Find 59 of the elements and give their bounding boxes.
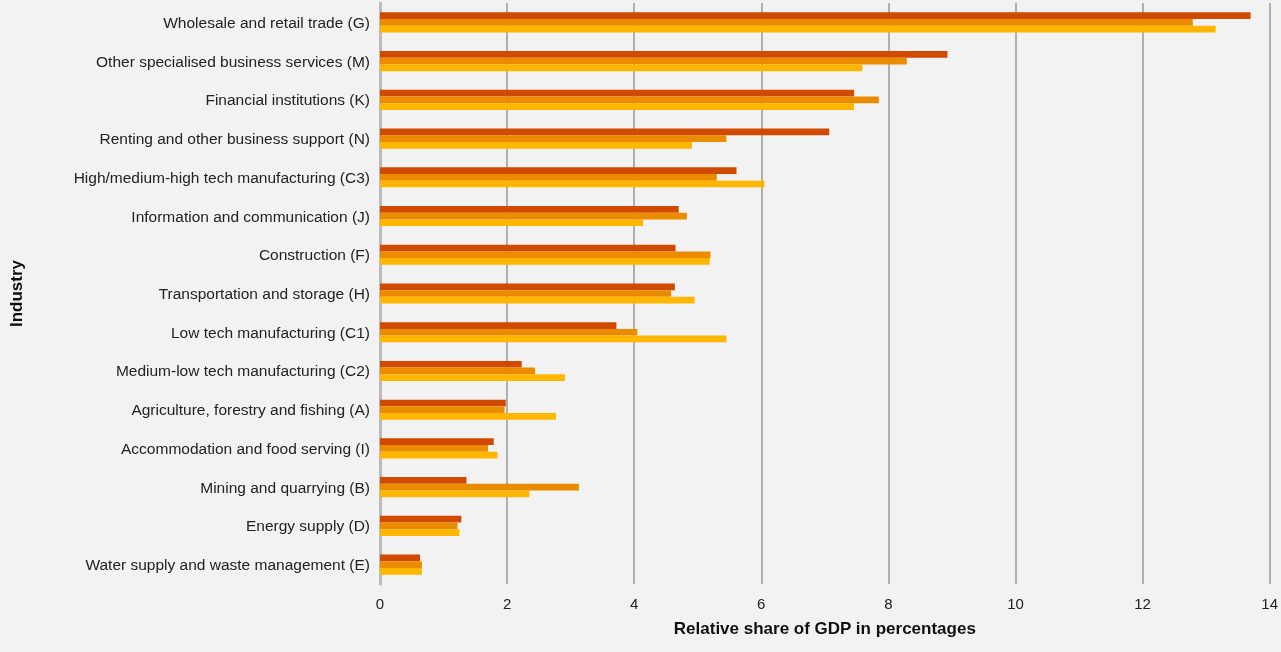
- x-axis-title: Relative share of GDP in percentages: [673, 619, 976, 638]
- bar: [380, 328, 638, 336]
- bar: [380, 205, 679, 213]
- bar: [380, 451, 498, 459]
- y-tick-label: Agriculture, forestry and fishing (A): [131, 401, 370, 419]
- bar: [380, 515, 462, 523]
- bar: [380, 96, 879, 104]
- y-tick-label: Construction (F): [258, 246, 370, 264]
- bar: [380, 128, 830, 136]
- bar: [380, 103, 855, 110]
- bar: [380, 135, 727, 142]
- y-axis-title: Industry: [7, 259, 26, 328]
- y-tick-label: Energy supply (D): [245, 517, 370, 535]
- y-tick-label: Mining and quarrying (B): [200, 478, 370, 496]
- x-tick-label: 8: [884, 595, 893, 612]
- y-tick-label: Accommodation and food serving (I): [121, 439, 370, 457]
- y-tick-label: Financial institutions (K): [205, 91, 370, 109]
- bar: [380, 173, 717, 181]
- bar: [380, 406, 505, 414]
- x-tick-label: 10: [1007, 595, 1024, 612]
- bar: [380, 483, 579, 491]
- bar: [380, 12, 1251, 20]
- bar: [380, 522, 458, 530]
- bar: [380, 251, 711, 259]
- bar: [380, 167, 737, 174]
- x-tick-label: 4: [630, 595, 639, 612]
- bar: [380, 322, 617, 329]
- x-tick-label: 2: [502, 595, 512, 612]
- bar: [380, 296, 695, 304]
- y-tick-label: Renting and other business support (N): [99, 130, 370, 148]
- bar: [380, 290, 672, 297]
- bar: [380, 51, 948, 58]
- y-tick-label: Other specialised business services (M): [96, 52, 370, 70]
- x-tick-label: 14: [1261, 595, 1278, 612]
- y-tick-label: Low tech manufacturing (C1): [170, 323, 370, 341]
- bar: [380, 141, 693, 149]
- bar: [380, 529, 460, 536]
- x-tick-label: 0: [375, 595, 385, 612]
- bar: [380, 477, 467, 484]
- y-tick-label: Water supply and waste management (E): [85, 556, 370, 574]
- y-tick-label: High/medium-high tech manufacturing (C3): [73, 168, 370, 186]
- bar: [380, 64, 863, 72]
- bar: [380, 561, 422, 568]
- bar: [380, 360, 522, 368]
- y-tick-label: Transportation and storage (H): [158, 285, 370, 302]
- bar: [380, 258, 710, 265]
- x-tick-label: 6: [757, 595, 766, 612]
- bar: [380, 413, 557, 420]
- bar: [380, 567, 422, 575]
- x-tick-label: 12: [1134, 595, 1151, 612]
- bar: [380, 438, 494, 446]
- bar: [380, 283, 675, 291]
- y-tick-label: Medium-low tech manufacturing (C2): [115, 362, 370, 380]
- bar: [380, 219, 644, 227]
- y-tick-label: Information and communication (J): [131, 207, 370, 225]
- y-tick-label: Wholesale and retail trade (G): [163, 13, 370, 31]
- bar: [380, 374, 565, 382]
- bar: [380, 445, 489, 452]
- bar: [380, 19, 1193, 26]
